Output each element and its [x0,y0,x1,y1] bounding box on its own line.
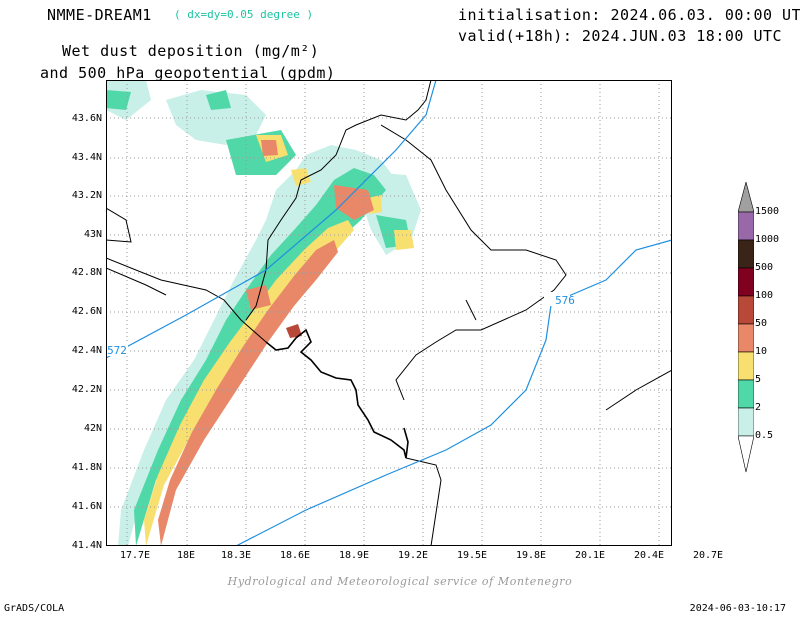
map-frame [106,80,672,546]
lon-label-20.4: 20.4E [633,550,665,561]
lon-label-20.1: 20.1E [574,550,606,561]
lat-label-42.0: 42N [83,423,102,434]
legend-swatch-500-1000 [738,239,754,269]
legend-label-2: 2 [755,402,762,413]
footer-software: GrADS/COLA [4,603,65,614]
lat-label-41.6: 41.6N [71,501,102,512]
service-credit: Hydrological and Meteorological service … [227,575,573,588]
model-name: NMME-DREAM1 [47,6,152,24]
lon-label-18.0: 18E [176,550,196,561]
contour-label-bg-576 [544,292,570,306]
legend-swatch-50-100 [738,295,754,325]
lon-label-19.5: 19.5E [456,550,488,561]
legend-label-10: 10 [755,346,768,357]
legend-label-0.5: 0.5 [755,430,774,441]
lat-label-43.6: 43.6N [71,113,102,124]
lon-label-19.2: 19.2E [397,550,429,561]
lat-label-43.2: 43.2N [71,190,102,201]
graticule [106,80,672,546]
lon-label-17.7: 17.7E [119,550,151,561]
legend-label-50: 50 [755,318,768,329]
contour-label-bg-572 [106,342,128,356]
contour-label-576: 576 [555,294,575,307]
lat-label-41.8: 41.8N [71,462,102,473]
footer-timestamp: 2024-06-03-10:17 [689,603,786,614]
lat-label-43.0: 43N [83,229,102,240]
lat-label-43.4: 43.4N [71,152,102,163]
deposition-map: 576 572 [106,80,672,546]
legend-swatch-2-5 [738,379,754,409]
lon-label-20.7: 20.7E [692,550,724,561]
map-title-line2: and 500 hPa geopotential (gpdm) [40,64,336,82]
lat-label-42.6: 42.6N [71,306,102,317]
legend-swatch-0.5-2 [738,407,754,437]
legend-swatch-5-10 [738,351,754,381]
legend-label-500: 500 [755,262,774,273]
colorbar-bottom-arrow [738,435,754,473]
legend-swatch-1000-1500 [738,211,754,241]
legend-label-5: 5 [755,374,762,385]
lon-label-18.9: 18.9E [338,550,370,561]
geopotential-contours [106,80,672,546]
valid-time: valid(+18h): 2024.JUN.03 18:00 UTC [458,27,783,45]
coastline [265,328,409,459]
lon-label-18.3: 18.3E [220,550,252,561]
contour-label-572: 572 [107,344,127,357]
lat-label-41.4: 41.4N [71,540,102,551]
deposition-band-peak [286,324,302,338]
model-resolution: ( dx=dy=0.05 degree ) [174,8,314,21]
colorbar-top-arrow [738,182,754,213]
lon-label-19.8: 19.8E [515,550,547,561]
country-borders [106,80,672,546]
deposition-colorbar [738,182,754,473]
legend-label-1000: 1000 [755,234,780,245]
lon-label-18.6: 18.6E [279,550,311,561]
legend-label-100: 100 [755,290,774,301]
lat-label-42.4: 42.4N [71,345,102,356]
legend-label-1500: 1500 [755,206,780,217]
legend-swatch-100-500 [738,267,754,297]
lat-label-42.2: 42.2N [71,384,102,395]
initialisation-time: initialisation: 2024.06.03. 00:00 UTC [458,6,800,24]
legend-swatch-10-50 [738,323,754,353]
lat-label-42.8: 42.8N [71,267,102,278]
map-title-line1: Wet dust deposition (mg/m²) [62,42,320,60]
